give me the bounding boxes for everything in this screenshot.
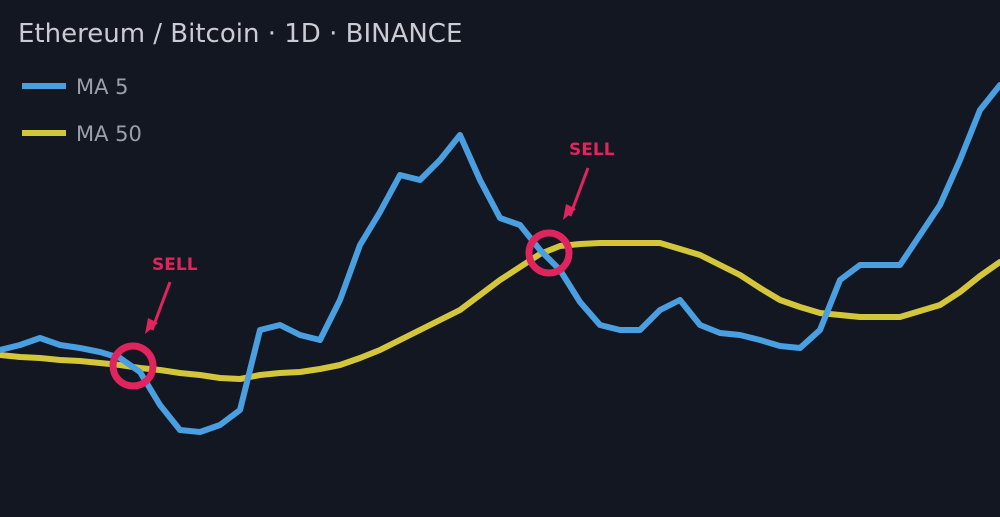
annotation: SELL SELL [109,140,615,390]
annotation-text: SELL [152,255,198,275]
annotation-arrowhead [145,318,158,334]
plot [0,82,1000,435]
legend-label: MA 5 [76,75,129,99]
series-line [0,82,1000,435]
annotation-circle [109,342,157,390]
annotation-circle [525,229,573,277]
chart-title: Ethereum / Bitcoin · 1D · BINANCE [18,19,462,49]
annotation-text: SELL [569,140,615,160]
legend: MA 5 MA 50 [22,75,142,146]
annotation-arrowhead [563,204,576,220]
legend-label: MA 50 [76,122,142,146]
series-line [0,240,1000,382]
